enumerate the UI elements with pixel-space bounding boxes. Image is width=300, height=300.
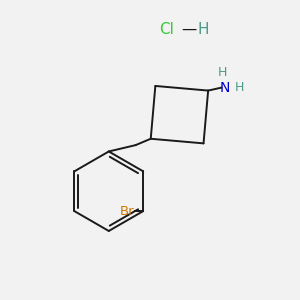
Text: H: H: [235, 81, 244, 94]
Text: Cl: Cl: [159, 22, 174, 37]
Text: H: H: [218, 66, 228, 79]
Text: —: —: [181, 22, 196, 37]
Text: N: N: [219, 81, 230, 94]
Text: Br: Br: [120, 205, 134, 218]
Text: H: H: [197, 22, 208, 37]
